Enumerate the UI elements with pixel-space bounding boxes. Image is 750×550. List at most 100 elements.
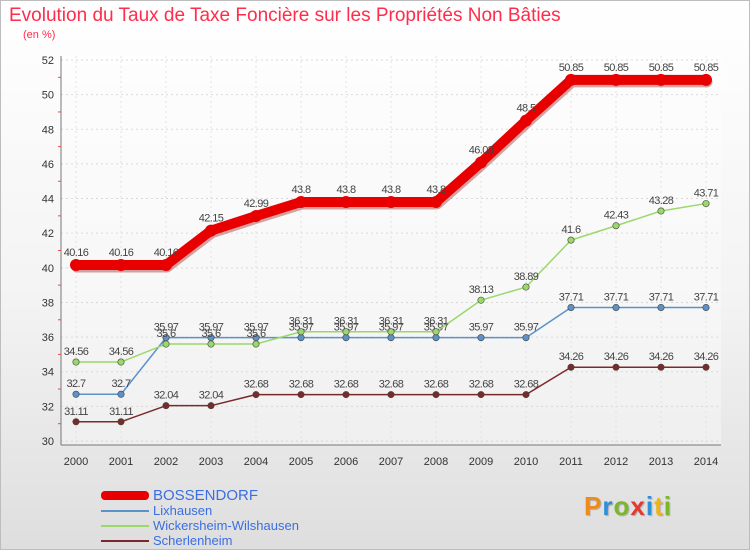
y-tick-label: 48: [42, 124, 54, 136]
data-point: [700, 73, 712, 86]
data-label: 36.31: [334, 316, 359, 328]
data-point: [522, 283, 530, 291]
data-point: [160, 259, 172, 272]
data-label: 35.97: [514, 322, 539, 334]
y-tick-label: 38: [42, 297, 54, 309]
data-label: 35.97: [379, 322, 404, 334]
data-point: [387, 391, 395, 399]
chart-title: Evolution du Taux de Taxe Foncière sur l…: [9, 5, 561, 26]
data-point: [117, 358, 125, 366]
data-label: 35.97: [289, 322, 314, 334]
data-point: [702, 200, 710, 208]
data-point: [612, 303, 620, 311]
data-label: 35.97: [469, 322, 494, 334]
data-label: 34.56: [64, 346, 89, 358]
logo-letter: o: [613, 491, 631, 521]
data-point: [342, 334, 350, 342]
data-point: [655, 73, 667, 86]
data-label: 50.85: [559, 62, 584, 74]
data-label: 38.89: [514, 271, 539, 283]
data-point: [207, 402, 215, 410]
data-label: 32.04: [199, 390, 224, 402]
data-label: 32.68: [424, 379, 449, 391]
data-point: [477, 296, 485, 304]
data-label: 43.8: [291, 184, 310, 196]
data-point: [342, 391, 350, 399]
legend-swatch: [101, 491, 153, 500]
logo-letter: r: [602, 491, 614, 521]
y-tick-label: 32: [42, 401, 54, 413]
legend-swatch: [101, 524, 153, 527]
data-point: [205, 224, 217, 237]
chart-subtitle: (en %): [23, 29, 56, 41]
data-label: 34.26: [649, 351, 674, 363]
data-label: 32.68: [334, 379, 359, 391]
data-label: 32.7: [111, 378, 130, 390]
data-point: [612, 363, 620, 371]
data-label: 32.68: [289, 379, 314, 391]
data-point: [340, 196, 352, 209]
y-tick-label: 40: [42, 263, 54, 275]
data-point: [297, 391, 305, 399]
data-label: 43.28: [649, 195, 674, 207]
y-tick-label: 30: [42, 436, 54, 448]
x-tick-label: 2013: [649, 456, 673, 468]
data-point: [385, 196, 397, 209]
y-tick-label: 34: [42, 367, 54, 379]
data-point: [115, 259, 127, 272]
logo-letter: i: [645, 491, 655, 521]
logo-letter: i: [663, 491, 672, 521]
y-tick-label: 52: [42, 55, 54, 67]
y-tick-label: 44: [42, 194, 54, 206]
data-label: 43.8: [426, 184, 445, 196]
data-label: 32.68: [379, 379, 404, 391]
data-point: [162, 402, 170, 410]
data-label: 40.16: [154, 247, 179, 259]
x-tick-label: 2014: [694, 456, 718, 468]
data-point: [72, 358, 80, 366]
x-tick-label: 2004: [244, 456, 268, 468]
legend-label: Lixhausen: [153, 503, 213, 518]
data-label: 35.6: [201, 328, 220, 340]
legend-label: BOSSENDORF: [153, 487, 259, 504]
data-label: 35.97: [199, 322, 224, 334]
data-point: [475, 156, 487, 169]
x-tick-label: 2000: [64, 456, 88, 468]
data-label: 42.43: [604, 210, 629, 222]
data-label: 32.7: [66, 378, 85, 390]
legend-swatch: [101, 539, 153, 542]
data-label: 48.5: [516, 103, 535, 115]
legend-item: BOSSENDORF: [101, 488, 461, 503]
data-point: [612, 222, 620, 230]
data-point: [702, 363, 710, 371]
data-point: [432, 328, 440, 336]
data-label: 37.71: [649, 291, 674, 303]
data-label: 43.8: [381, 184, 400, 196]
data-label: 31.11: [109, 406, 133, 418]
y-tick-label: 50: [42, 90, 54, 102]
data-label: 35.97: [154, 322, 179, 334]
x-tick-label: 2011: [559, 456, 583, 468]
data-point: [477, 391, 485, 399]
data-point: [117, 390, 125, 398]
data-label: 34.26: [559, 351, 584, 363]
data-label: 38.13: [469, 284, 494, 296]
data-label: 36.31: [424, 316, 449, 328]
legend-item: Lixhausen: [101, 503, 461, 518]
data-label: 35.6: [156, 328, 175, 340]
data-label: 43.71: [694, 188, 719, 200]
data-point: [430, 196, 442, 209]
data-point: [702, 303, 710, 311]
data-label: 37.71: [604, 291, 629, 303]
data-label: 41.6: [561, 224, 580, 236]
data-point: [520, 114, 532, 127]
data-label: 34.26: [604, 351, 629, 363]
data-point: [250, 210, 262, 223]
data-label: 46.08: [469, 145, 494, 157]
data-label: 42.99: [244, 198, 269, 210]
logo-letter: t: [654, 491, 664, 521]
data-point: [252, 340, 260, 348]
data-point: [567, 303, 575, 311]
data-point: [657, 363, 665, 371]
